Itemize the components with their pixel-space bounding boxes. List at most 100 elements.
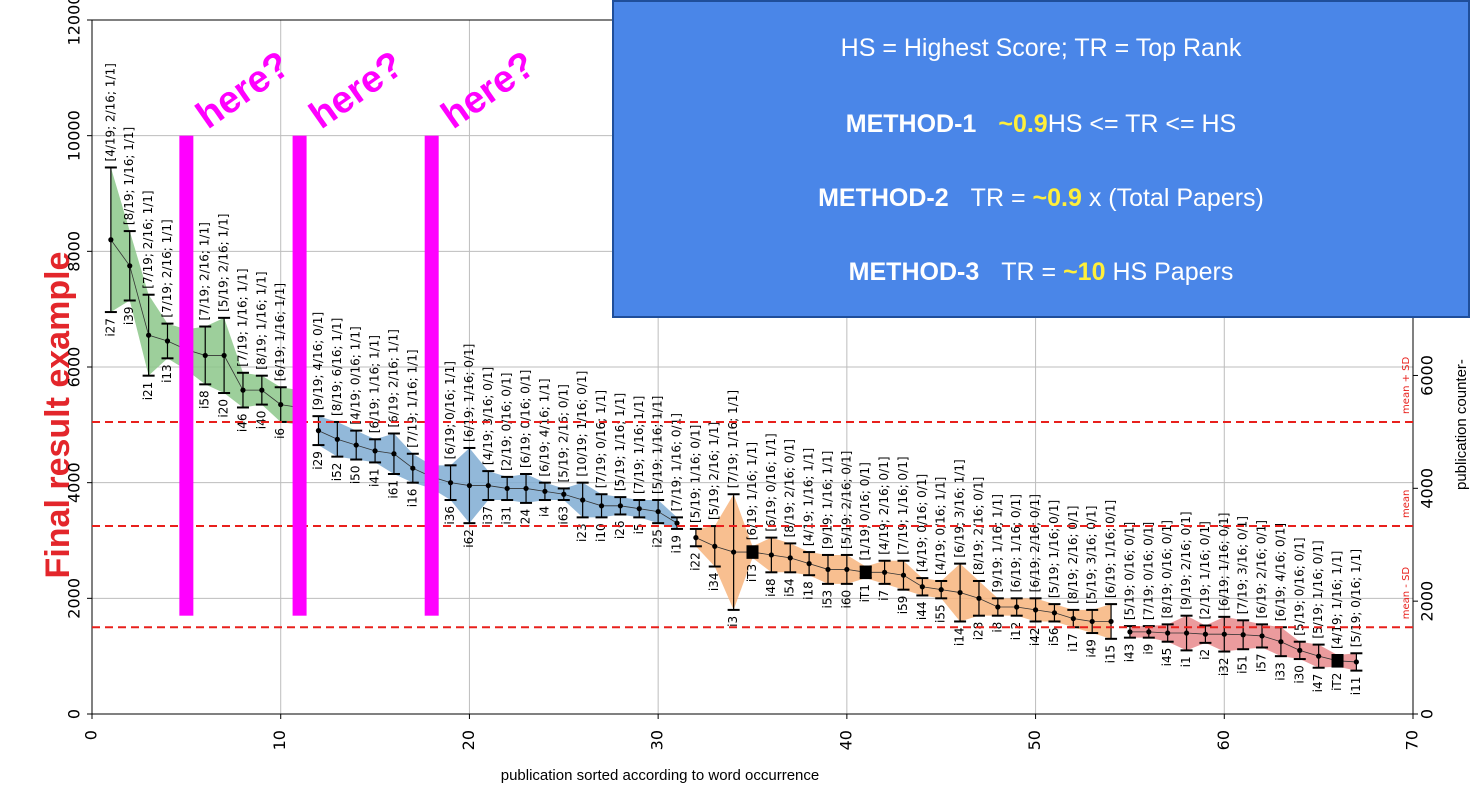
point-annotation: [6/19; 3/16; 1/1] — [953, 459, 967, 557]
point — [859, 566, 872, 579]
formula: TR = — [970, 184, 1026, 212]
point — [1221, 631, 1227, 637]
point — [882, 569, 888, 575]
point-annotation: [7/19; 0/16; 0/1] — [1141, 522, 1155, 620]
x-tick-label: 30 — [648, 730, 667, 750]
point-label: iT3 — [745, 564, 759, 582]
point-annotation: [4/19; 0/16; 1/1] — [349, 326, 363, 424]
point-annotation: [5/19; 3/16; 0/1] — [1085, 506, 1099, 604]
point-annotation: [6/19; 0/16; 0/1] — [519, 370, 533, 468]
point — [466, 482, 473, 489]
point — [1202, 631, 1209, 637]
point — [259, 387, 265, 393]
point-label: i60 — [839, 590, 853, 609]
point-label: i5 — [632, 523, 646, 534]
point-annotation: [5/19; 2/16; 1/1] — [707, 422, 721, 520]
factor: ~10 — [1063, 258, 1106, 286]
point — [1051, 610, 1058, 616]
point-label: i63 — [556, 506, 570, 525]
point-label: i47 — [1311, 674, 1325, 693]
point-label: i30 — [1292, 665, 1306, 684]
point-annotation: [7/19; 1/16; 0/1] — [670, 413, 684, 511]
point-annotation: [7/19; 0/16; 1/1] — [594, 390, 608, 488]
point-annotation: [5/19; 2/16; 0/1] — [839, 451, 853, 549]
point-label: i58 — [198, 390, 212, 409]
y-tick-label: 0 — [65, 709, 84, 719]
point-annotation: [4/19; 3/16; 0/1] — [481, 367, 495, 465]
point-annotation: [5/19; 1/16; 1/1] — [651, 396, 665, 494]
point-label: i37 — [481, 506, 495, 525]
point — [240, 387, 246, 393]
info-box: HS = Highest Score; TR = Top Rank METHOD… — [612, 0, 1470, 318]
point-annotation: [7/19; 1/16; 0/1] — [896, 456, 910, 554]
formula: HS <= TR <= HS — [1047, 110, 1237, 138]
point-label: i1 — [1179, 656, 1193, 667]
point — [976, 595, 982, 601]
point — [542, 488, 548, 494]
point — [957, 589, 963, 596]
y-tick-label: 6000 — [65, 347, 84, 388]
info-line: METHOD-1 ~0.9HS <= TR <= HS — [614, 110, 1468, 139]
point — [146, 332, 152, 338]
point-label: i2 — [1198, 649, 1212, 660]
point-label: i40 — [254, 411, 268, 430]
point-annotation: [1/19; 0/16; 0/1] — [858, 462, 872, 560]
point-label: i57 — [1255, 653, 1269, 672]
x-tick-label: 10 — [270, 730, 289, 750]
point-label: i16 — [405, 489, 419, 508]
point-label: i26 — [613, 520, 627, 539]
point — [278, 401, 284, 408]
point-annotation: [5/19; 1/16; 1/1] — [613, 393, 627, 491]
point — [617, 503, 624, 509]
point — [353, 442, 359, 448]
point-label: i54 — [783, 578, 797, 597]
info-line: HS = Highest Score; TR = Top Rank — [840, 34, 1242, 62]
point-annotation: [8/19; 2/16; 0/1] — [783, 439, 797, 537]
info-line: METHOD-3 TR = ~10 HS Papers — [614, 258, 1468, 287]
formula: HS Papers — [1112, 258, 1234, 286]
point — [1259, 633, 1265, 639]
point-annotation: [6/19; 1/16; 1/1] — [368, 335, 382, 433]
point — [221, 352, 227, 359]
point-label: i19 — [670, 535, 684, 554]
point-label: i56 — [1047, 627, 1061, 646]
point — [523, 485, 529, 492]
point — [410, 465, 416, 471]
point — [655, 508, 661, 515]
point-label: i29 — [311, 451, 325, 470]
point — [731, 549, 737, 555]
point — [1316, 653, 1322, 659]
y2-tick-label: 4000 — [1418, 468, 1437, 509]
point — [636, 506, 642, 512]
marker-bar — [292, 135, 307, 616]
point — [1353, 659, 1359, 665]
reference-label: mean + SD — [1401, 356, 1412, 413]
point-annotation: [5/19; 2/16; 0/1] — [556, 384, 570, 482]
point — [806, 561, 812, 567]
point-label: iT2 — [1330, 673, 1344, 691]
point — [202, 352, 208, 359]
point — [372, 448, 378, 454]
point-label: i52 — [330, 463, 344, 482]
point-annotation: [9/19; 1/16; 1/1] — [990, 494, 1004, 592]
point — [504, 485, 510, 492]
x-tick-label: 0 — [82, 730, 101, 740]
point-label: i31 — [500, 506, 514, 525]
point-label: i6 — [273, 428, 287, 439]
point-annotation: [5/19; 1/16; 0/1] — [688, 425, 702, 523]
point-annotation: [7/19; 2/16; 1/1] — [141, 190, 155, 288]
point-annotation: [6/19; 2/16; 0/1] — [1255, 520, 1269, 618]
point — [1014, 604, 1020, 610]
point-annotation: [8/19; 6/16; 1/1] — [330, 318, 344, 416]
marker-bar — [424, 135, 439, 616]
point — [1278, 639, 1284, 645]
reference-label: mean — [1401, 490, 1412, 518]
point — [938, 587, 944, 593]
point-label: i62 — [462, 529, 476, 548]
point — [164, 338, 171, 344]
point-label: i59 — [896, 596, 910, 615]
point-label: i28 — [971, 622, 985, 641]
point-label: i61 — [386, 480, 400, 499]
point — [1331, 654, 1344, 667]
point-label: iT1 — [858, 584, 872, 602]
